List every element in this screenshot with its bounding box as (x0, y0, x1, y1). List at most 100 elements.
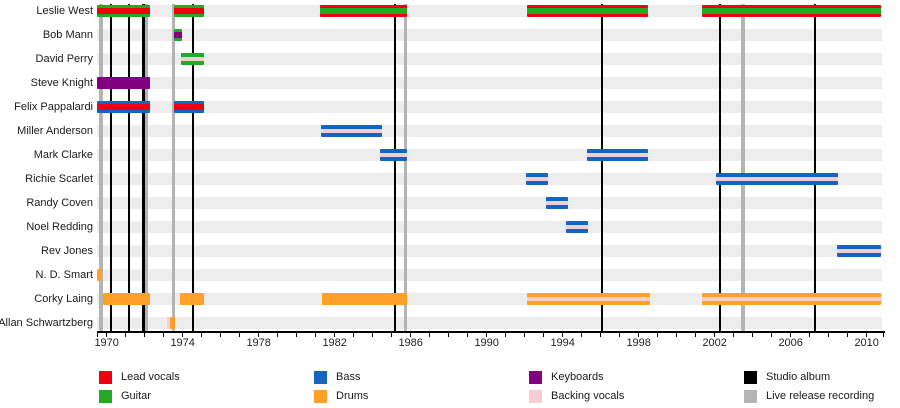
row-track (97, 197, 882, 209)
studio-album-line (718, 4, 722, 331)
row-track (97, 5, 882, 17)
bar-stripe (173, 29, 182, 33)
member-row-label: Leslie West (36, 5, 93, 17)
x-axis-tick-label: 1994 (550, 337, 575, 349)
legend-label: Guitar (121, 389, 151, 402)
x-axis-tick (505, 332, 507, 337)
member-bar (837, 245, 881, 257)
studio-album-line (191, 4, 195, 331)
legend-swatch-drums (314, 389, 327, 403)
legend-swatch-studio_album (744, 370, 757, 384)
bar-stripe (526, 8, 648, 14)
legend-label: Drums (336, 389, 369, 402)
x-axis-tick (600, 332, 602, 337)
x-axis-tick (733, 332, 735, 337)
legend-label: Keyboards (551, 370, 604, 383)
legend-swatch-live_release_recording (744, 389, 757, 403)
x-axis-tick (771, 332, 773, 337)
bar-stripe (701, 5, 881, 9)
bar-stripe (180, 57, 204, 61)
bar-stripe (526, 293, 651, 298)
bar-stripe (321, 129, 382, 133)
bar-stripe (320, 13, 408, 17)
member-row-label: Bob Mann (42, 29, 93, 41)
x-axis-tick-label: 1982 (322, 337, 347, 349)
member-bar (97, 77, 150, 89)
row-track (97, 269, 882, 281)
x-axis-tick (220, 332, 222, 337)
bar-stripe (97, 5, 150, 9)
studio-album-line (142, 4, 145, 331)
x-axis-tick-label: 1978 (246, 337, 271, 349)
x-axis-tick (714, 332, 716, 337)
bar-stripe (587, 149, 648, 154)
x-axis-tick (581, 332, 583, 337)
bar-stripe (837, 245, 881, 250)
row-track (97, 149, 882, 161)
bar-stripe (701, 297, 881, 301)
member-bar (526, 293, 651, 305)
member-row-label: N. D. Smart (35, 269, 93, 281)
bar-stripe (565, 221, 588, 226)
bar-stripe (173, 8, 204, 14)
row-track (97, 317, 882, 329)
x-axis-tick (866, 332, 868, 337)
bar-stripe (587, 156, 648, 161)
row-track (97, 29, 882, 41)
bar-stripe (97, 13, 150, 17)
x-axis-tick-label: 1974 (170, 337, 195, 349)
row-track (97, 53, 882, 65)
bar-stripe (97, 101, 150, 105)
bar-stripe (320, 5, 408, 9)
x-axis-tick (752, 332, 754, 337)
live-recording-line (403, 4, 408, 331)
legend-swatch-lead_vocals (99, 370, 112, 384)
member-bar (526, 5, 648, 17)
x-axis-tick (372, 332, 374, 337)
member-row-label: Corky Laing (34, 293, 93, 305)
live-recording-line (99, 4, 103, 331)
member-bar (169, 317, 175, 329)
member-row-label: Rev Jones (41, 245, 93, 257)
x-axis-tick (182, 332, 184, 337)
x-axis-tick (790, 332, 792, 337)
bar-stripe (545, 197, 568, 202)
x-axis-tick (657, 332, 659, 337)
x-axis-tick-label: 2010 (854, 337, 879, 349)
bar-stripe (97, 8, 150, 14)
bar-stripe (526, 173, 549, 178)
studio-album-line (600, 4, 604, 331)
x-axis-tick (125, 332, 127, 337)
member-bar (716, 173, 838, 185)
legend-label: Live release recording (766, 389, 875, 402)
bar-stripe (173, 101, 204, 105)
x-axis-tick (277, 332, 279, 337)
member-row-label: Steve Knight (30, 77, 93, 89)
member-bar (97, 5, 150, 17)
bar-stripe (837, 252, 881, 257)
studio-album-line (813, 4, 817, 331)
x-axis-tick-label: 2006 (778, 337, 803, 349)
bar-stripe (173, 5, 204, 9)
bar-stripe (545, 201, 568, 205)
x-axis-tick (543, 332, 545, 337)
legend-swatch-backing_vocals (529, 389, 542, 403)
x-axis-tick (96, 332, 98, 337)
x-axis-tick (353, 332, 355, 337)
x-axis-tick (258, 332, 260, 337)
legend-label: Lead vocals (121, 370, 180, 383)
member-row-label: David Perry (35, 53, 93, 65)
x-axis-tick (486, 332, 488, 337)
x-axis-tick-label: 1986 (398, 337, 423, 349)
live-recording-line (144, 4, 148, 331)
x-axis-tick (619, 332, 621, 337)
x-axis-tick (695, 332, 697, 337)
member-bar (180, 53, 204, 65)
x-axis-tick (239, 332, 241, 337)
bar-stripe (526, 300, 651, 305)
member-row-label: Felix Pappalardi (14, 101, 93, 113)
bar-stripe (716, 173, 838, 178)
x-axis-tick-label: 1970 (94, 337, 119, 349)
x-axis-tick (201, 332, 203, 337)
member-bar (97, 269, 102, 281)
